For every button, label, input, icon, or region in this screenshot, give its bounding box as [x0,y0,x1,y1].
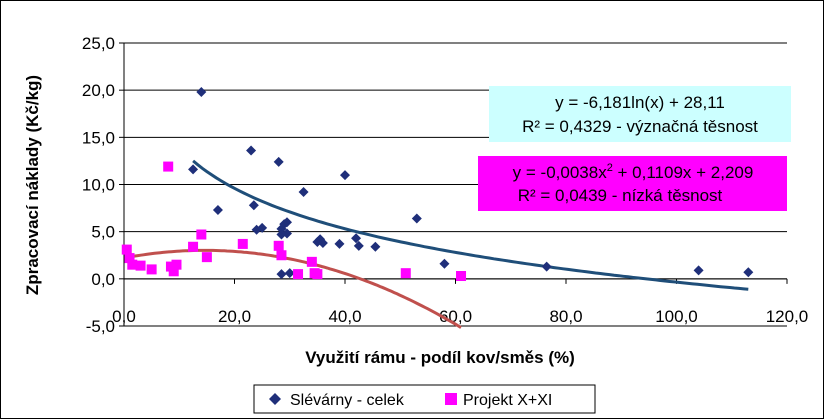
data-point-square [188,241,199,252]
trendline-annotation-poly: y = -0,0038x2 + 0,1109x + 2,209 R² = 0,0… [478,156,787,211]
data-point-diamond [298,187,309,198]
data-point-square [293,269,304,280]
data-point-square [171,259,182,270]
legend-box [253,384,596,414]
x-tick-label: 100,0 [655,307,698,326]
data-point-diamond [281,217,292,228]
data-point-diamond [541,261,552,272]
axes [119,42,788,327]
data-point-diamond [334,238,345,249]
data-point-diamond [246,145,257,156]
data-point-diamond [257,222,268,233]
data-point-square [306,256,317,267]
data-point-diamond [340,170,350,181]
equation-poly-main: y = -0,0038x [513,163,608,182]
x-tick-label: 120,0 [766,307,809,326]
data-points [121,87,754,282]
data-point-diamond [196,87,207,98]
y-tick-label: 0,0 [91,270,115,289]
data-point-square [312,269,323,280]
data-point-diamond [248,200,259,211]
legend-label-slevarny: Slévárny - celek [290,392,405,409]
data-point-diamond [693,265,704,276]
y-tick-label: 15,0 [82,128,115,147]
data-point-square [400,268,411,279]
data-point-square [146,264,157,275]
trendline-poly [126,248,462,329]
y-tick-label: 10,0 [82,176,115,195]
equation-poly: y = -0,0038x2 + 0,1109x + 2,209 [513,162,754,182]
data-point-square [273,240,284,251]
y-axis-title: Zpracovací náklady (Kč/kg) [23,75,42,295]
data-point-square [163,161,174,172]
y-tick-label: 5,0 [91,223,115,242]
trendline-annotation-log: y = -6,181ln(x) + 28,11 R² = 0,4329 - vý… [489,86,791,142]
x-tick-label: 60,0 [439,307,472,326]
y-tick-label: -5,0 [86,317,115,336]
data-point-diamond [284,268,295,279]
legend-marker-diamond [269,393,281,405]
legend-label-projekt: Projekt X+XI [463,392,552,409]
data-point-square [201,252,212,263]
x-axis-title: Využití rámu - podíl kov/směs (%) [305,348,575,367]
equation-poly-superscript: 2 [607,162,613,174]
equation-log: y = -6,181ln(x) + 28,11 [555,93,725,112]
r2-poly: R² = 0,0439 - nízká těsnost [518,186,723,205]
x-tick-label: 0,0 [112,307,136,326]
data-point-diamond [353,240,364,251]
x-tick-label: 40,0 [328,307,361,326]
data-point-square [121,244,132,255]
annotation-box-log [489,86,791,142]
y-tick-label: 20,0 [82,81,115,100]
r2-log: R² = 0,4329 - význačná těsnost [522,117,758,136]
equation-poly-rest: + 0,1109x + 2,209 [613,163,754,182]
data-point-diamond [276,269,287,280]
trendlines [126,159,749,329]
legend: Slévárny - celek Projekt X+XI [253,384,596,414]
y-tick-label: 25,0 [82,34,115,53]
legend-item-slevarny: Slévárny - celek [269,392,405,409]
data-point-square [124,253,135,264]
data-point-diamond [351,233,362,244]
legend-item-projekt: Projekt X+XI [445,392,552,409]
annotation-box-poly [478,156,787,211]
data-point-square [135,260,146,271]
data-point-square [237,238,248,249]
data-point-diamond [273,156,284,167]
data-point-square [196,229,207,240]
data-point-diamond [370,241,381,252]
tick-labels: 25,020,015,010,05,00,0-5,00,0 20,0 40,0 60,… [82,34,808,336]
x-tick-label: 20,0 [218,307,251,326]
data-point-diamond [743,267,754,278]
data-point-diamond [411,213,422,224]
legend-marker-square [445,393,457,405]
data-point-square [456,271,467,282]
data-point-diamond [281,228,292,239]
data-point-square [168,266,179,277]
data-point-diamond [212,204,223,215]
data-point-square [276,250,287,261]
data-point-square [127,259,138,270]
x-tick-label: 80,0 [549,307,582,326]
data-point-diamond [188,164,199,175]
data-point-diamond [317,237,328,248]
data-point-diamond [439,258,450,269]
trendline-log [192,159,749,291]
